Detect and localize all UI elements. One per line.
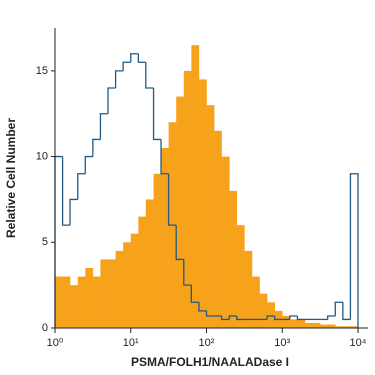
histogram-bar (327, 324, 336, 328)
histogram-bar (100, 259, 109, 328)
histogram-step (228, 315, 237, 320)
histogram-step (114, 70, 124, 88)
y-tick-label: 10 (36, 150, 48, 162)
histogram-step (274, 316, 283, 321)
histogram-bar (77, 276, 86, 328)
histogram-step (175, 225, 184, 261)
histogram-bar (92, 276, 101, 328)
histogram-step (236, 316, 245, 321)
histogram-bar (320, 324, 328, 328)
histogram-bar (297, 319, 306, 328)
histogram-step (61, 156, 71, 226)
histogram-step (296, 316, 305, 321)
histogram-bar (123, 242, 132, 328)
histogram-step (160, 139, 169, 175)
histogram-step (342, 302, 351, 321)
histogram-bar (251, 276, 260, 328)
histogram-bar (244, 250, 253, 328)
histogram-bar (267, 302, 275, 328)
histogram-bar (214, 130, 222, 328)
x-tick-label: 10² (199, 337, 215, 349)
histogram-step (266, 315, 275, 320)
histogram-step (99, 113, 109, 140)
histogram-step (327, 315, 336, 320)
x-tick-label: 10³ (274, 337, 290, 349)
histogram-bar (161, 148, 169, 328)
histogram-bar (198, 79, 207, 328)
histogram-step (77, 173, 86, 200)
histogram-bar (176, 96, 185, 328)
histogram-step (92, 138, 101, 157)
histogram-step (145, 62, 154, 89)
histogram-step (183, 259, 192, 286)
y-tick-label: 15 (36, 65, 48, 77)
histogram-step (289, 315, 298, 320)
histogram-bar (221, 156, 230, 328)
histogram-bar (289, 319, 298, 328)
histogram-bar (70, 285, 79, 328)
histogram-step (220, 316, 230, 321)
y-axis-title: Relative Cell Number (4, 118, 18, 238)
x-tick-label: 10⁴ (350, 337, 367, 349)
histogram-bar (229, 190, 238, 328)
histogram-bar (85, 268, 94, 328)
x-tick-label: 10¹ (123, 337, 139, 349)
histogram-step (137, 53, 146, 63)
histogram-step (69, 198, 78, 226)
histogram-bar (153, 173, 162, 328)
histogram-bar (62, 276, 71, 328)
histogram-bar (259, 293, 268, 328)
histogram-step (130, 53, 139, 63)
histogram-bar (304, 322, 313, 328)
x-tick-label: 10⁰ (47, 337, 64, 349)
histogram-bar (206, 105, 215, 329)
histogram-bar (183, 70, 192, 328)
histogram-step (84, 155, 93, 174)
y-tick-label: 5 (42, 236, 48, 248)
y-tick-label: 0 (42, 322, 48, 334)
histogram-bar (312, 322, 321, 328)
histogram-bar (236, 225, 245, 328)
histogram-step (190, 285, 199, 303)
histogram-bar (130, 233, 139, 328)
x-axis-title: PSMA/FOLH1/NAALADase I (131, 355, 289, 369)
histogram-bar (350, 326, 359, 328)
histogram-bar (191, 45, 200, 329)
histogram-step (122, 61, 131, 71)
histogram-step (205, 310, 215, 317)
histogram-bar (282, 316, 291, 328)
histogram-bar (145, 199, 154, 328)
histogram-bar (115, 250, 124, 328)
histogram-step (167, 173, 177, 226)
histogram-step (198, 302, 207, 312)
histogram-bar (108, 259, 116, 328)
histogram-bar (342, 326, 351, 328)
histogram-step (334, 301, 343, 316)
histogram-step (152, 88, 162, 141)
histogram-step (107, 87, 116, 114)
histogram-bar (55, 276, 63, 328)
histogram-step (349, 173, 359, 328)
histogram-bar (138, 216, 147, 328)
histogram-bar (335, 326, 344, 328)
